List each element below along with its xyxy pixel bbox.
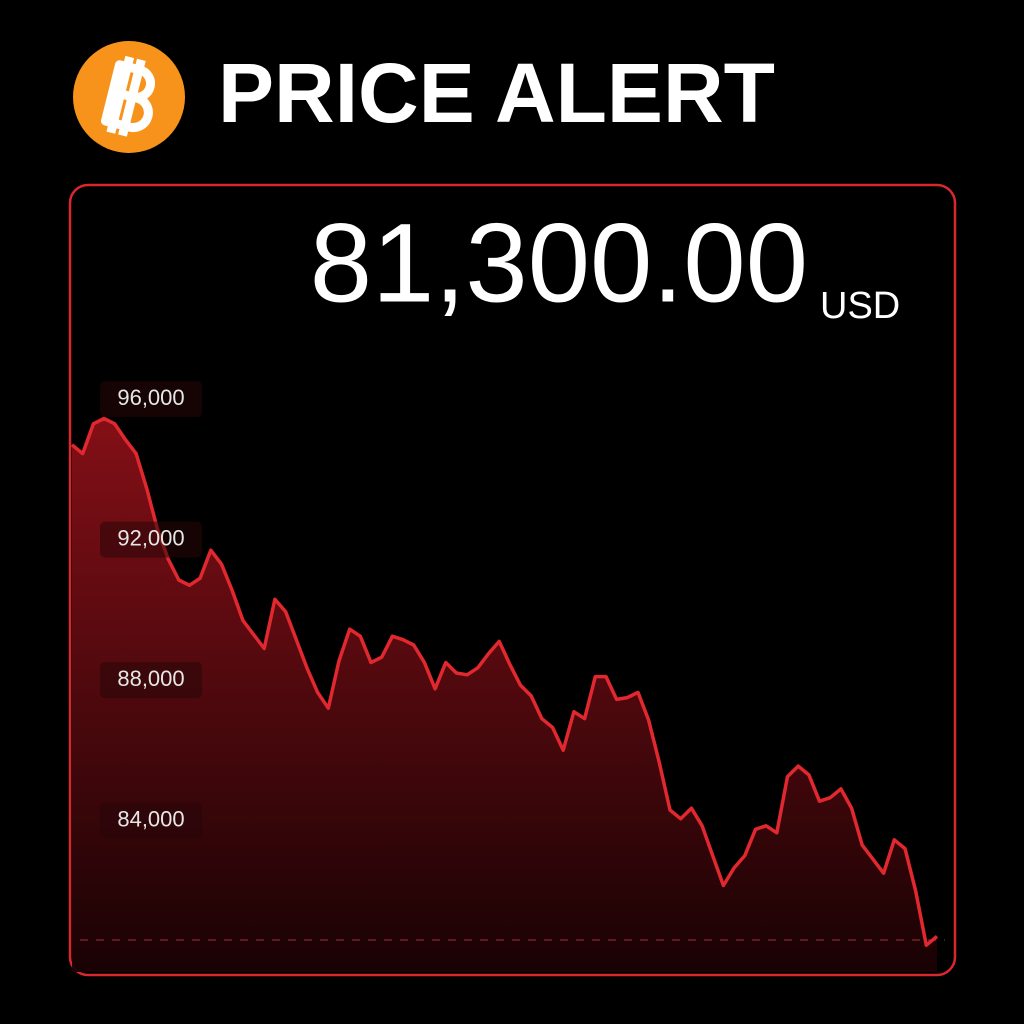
tick-label-bg xyxy=(100,802,202,839)
line xyxy=(70,416,939,947)
tick-label-bg xyxy=(100,662,202,699)
y-tick-label: 88,000 xyxy=(117,666,184,691)
tick-label-bg xyxy=(100,521,202,558)
price: 81,300.00 xyxy=(310,201,808,326)
y-tick-label: 84,000 xyxy=(117,806,184,831)
y-tick-label: 92,000 xyxy=(117,525,184,550)
area xyxy=(72,418,937,972)
tick-label-bg xyxy=(100,381,202,418)
title: PRICE ALERT xyxy=(218,46,775,140)
y-tick-label: 96,000 xyxy=(117,385,184,410)
plot: 84,000 88,000 92,000 96,000 xyxy=(70,381,945,972)
bitcoin-icon xyxy=(73,41,185,153)
currency: USD xyxy=(820,285,900,327)
